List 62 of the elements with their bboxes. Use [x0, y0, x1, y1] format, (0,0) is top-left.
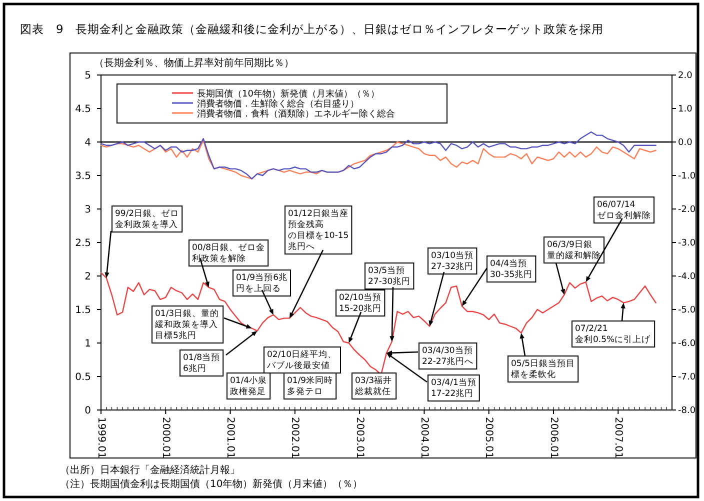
annotation: 00/8日銀、ゼロ金利政策を解除 — [188, 240, 269, 266]
y-tick-label: 1.5 — [75, 305, 91, 316]
y2-tick-label: -3.0 — [678, 238, 696, 249]
y-axis-title: （長期金利％、物価上昇率対前年同期比％） — [94, 57, 294, 69]
y-tick-label: 4 — [84, 138, 91, 148]
x-tick-label: 2002.01 — [289, 417, 300, 458]
x-tick-label: 2005.01 — [483, 417, 494, 458]
annotation: 05/5日銀当預目標を柔軟化 — [508, 356, 579, 382]
x-tick-label: 2004.01 — [418, 417, 430, 458]
y-tick-label: 2.5 — [75, 238, 91, 249]
annotation: 01/9米同時多発テロ — [284, 372, 337, 400]
annotation: 03/3福井総裁就任 — [354, 375, 392, 397]
y-tick-label: 5 — [84, 70, 91, 82]
annotation: 02/10当預15-20兆円 — [336, 290, 386, 316]
annotation: 06/3/9日銀量的緩和解除 — [544, 236, 604, 264]
annotation: （出所）日本銀行「金融経済統計月報」 — [60, 465, 240, 476]
annotation: 02/10日経平均、バブル後最安値 — [264, 346, 341, 374]
y2-tick-label: -6.0 — [678, 339, 696, 350]
y2-tick-label: -5.0 — [678, 306, 696, 316]
annotation: 99/2日銀、ゼロ金利政策を導入 — [112, 206, 183, 232]
x-tick-label: 2007.01 — [612, 417, 624, 458]
y-tick-label: 3.5 — [75, 171, 91, 182]
annotation: 03/5当預27-30兆円 — [364, 262, 414, 290]
y2-tick-label: 2.0 — [678, 71, 693, 82]
y-tick-label: 1 — [84, 338, 91, 350]
annotation: 01/8当預6兆円 — [180, 350, 224, 376]
annotation: 03/10当預27-32兆円 — [428, 248, 478, 274]
annotation: 01/9当預6兆円を上回る — [232, 270, 291, 296]
annotation: 01/12日銀当座預金残高の目標を10-15兆円へ — [284, 206, 352, 254]
y-tick-label: 2 — [84, 272, 91, 282]
annotation: 07/2/21金利0.5%に引上げ — [572, 320, 656, 348]
line-series — [100, 140, 656, 180]
x-tick-label: 2006.01 — [548, 417, 559, 458]
legend-label: 長期国債（10年物）新発債（月末値）（％） — [197, 88, 380, 100]
legend-label: 消費者物価．食料（酒類除）エネルギー除く総合 — [197, 108, 395, 120]
x-tick-label: 2001.01 — [224, 417, 236, 458]
annotation: 01/3日銀、量的緩和政策を導入目標5兆円 — [152, 306, 224, 344]
annotation: 03/4/1当預17-22兆円 — [428, 374, 480, 402]
x-tick-label: 2000.01 — [160, 417, 171, 458]
y2-tick-label: -8.0 — [678, 406, 696, 416]
x-tick-label: 1999.01 — [95, 417, 106, 458]
annotation: （注）長期国債金利は長期国債（10年物）新発債（月末値）（％） — [60, 479, 363, 490]
x-tick-label: 2003.01 — [354, 417, 365, 458]
y-tick-label: 0 — [84, 406, 91, 416]
y-tick-label: 4.5 — [75, 104, 91, 115]
y-tick-label: 3 — [84, 204, 91, 216]
annotation: 04/4当預30-35兆円 — [486, 256, 536, 282]
y2-tick-label: -4.0 — [678, 272, 696, 282]
annotation: 06/07/14ゼロ金利解除 — [594, 196, 654, 224]
y2-tick-label: -7.0 — [678, 372, 696, 383]
y2-tick-label: -1.0 — [678, 172, 696, 182]
chart-title: 図表 9 長期金利と金融政策（金融緩和後に金利が上がる）、日銀はゼロ％インフレターゲット政策を採用 — [20, 22, 604, 36]
legend-label: 消費者物価．生鮮除く総合（右目盛り） — [197, 98, 359, 110]
y-tick-label: 0.5 — [75, 372, 91, 383]
annotation: 01/4小泉政権発足 — [226, 372, 271, 400]
y2-tick-label: 0.0 — [678, 138, 693, 148]
annotation: 03/4/30当預22-27兆円へ — [418, 342, 478, 370]
y2-tick-label: -2.0 — [678, 205, 696, 216]
y2-tick-label: 1.0 — [678, 104, 693, 115]
line-series — [100, 131, 656, 180]
annotation: 02/10日経平均、バブル後最安値 — [266, 349, 336, 371]
annotation: 03/3福井総裁就任 — [352, 372, 397, 400]
